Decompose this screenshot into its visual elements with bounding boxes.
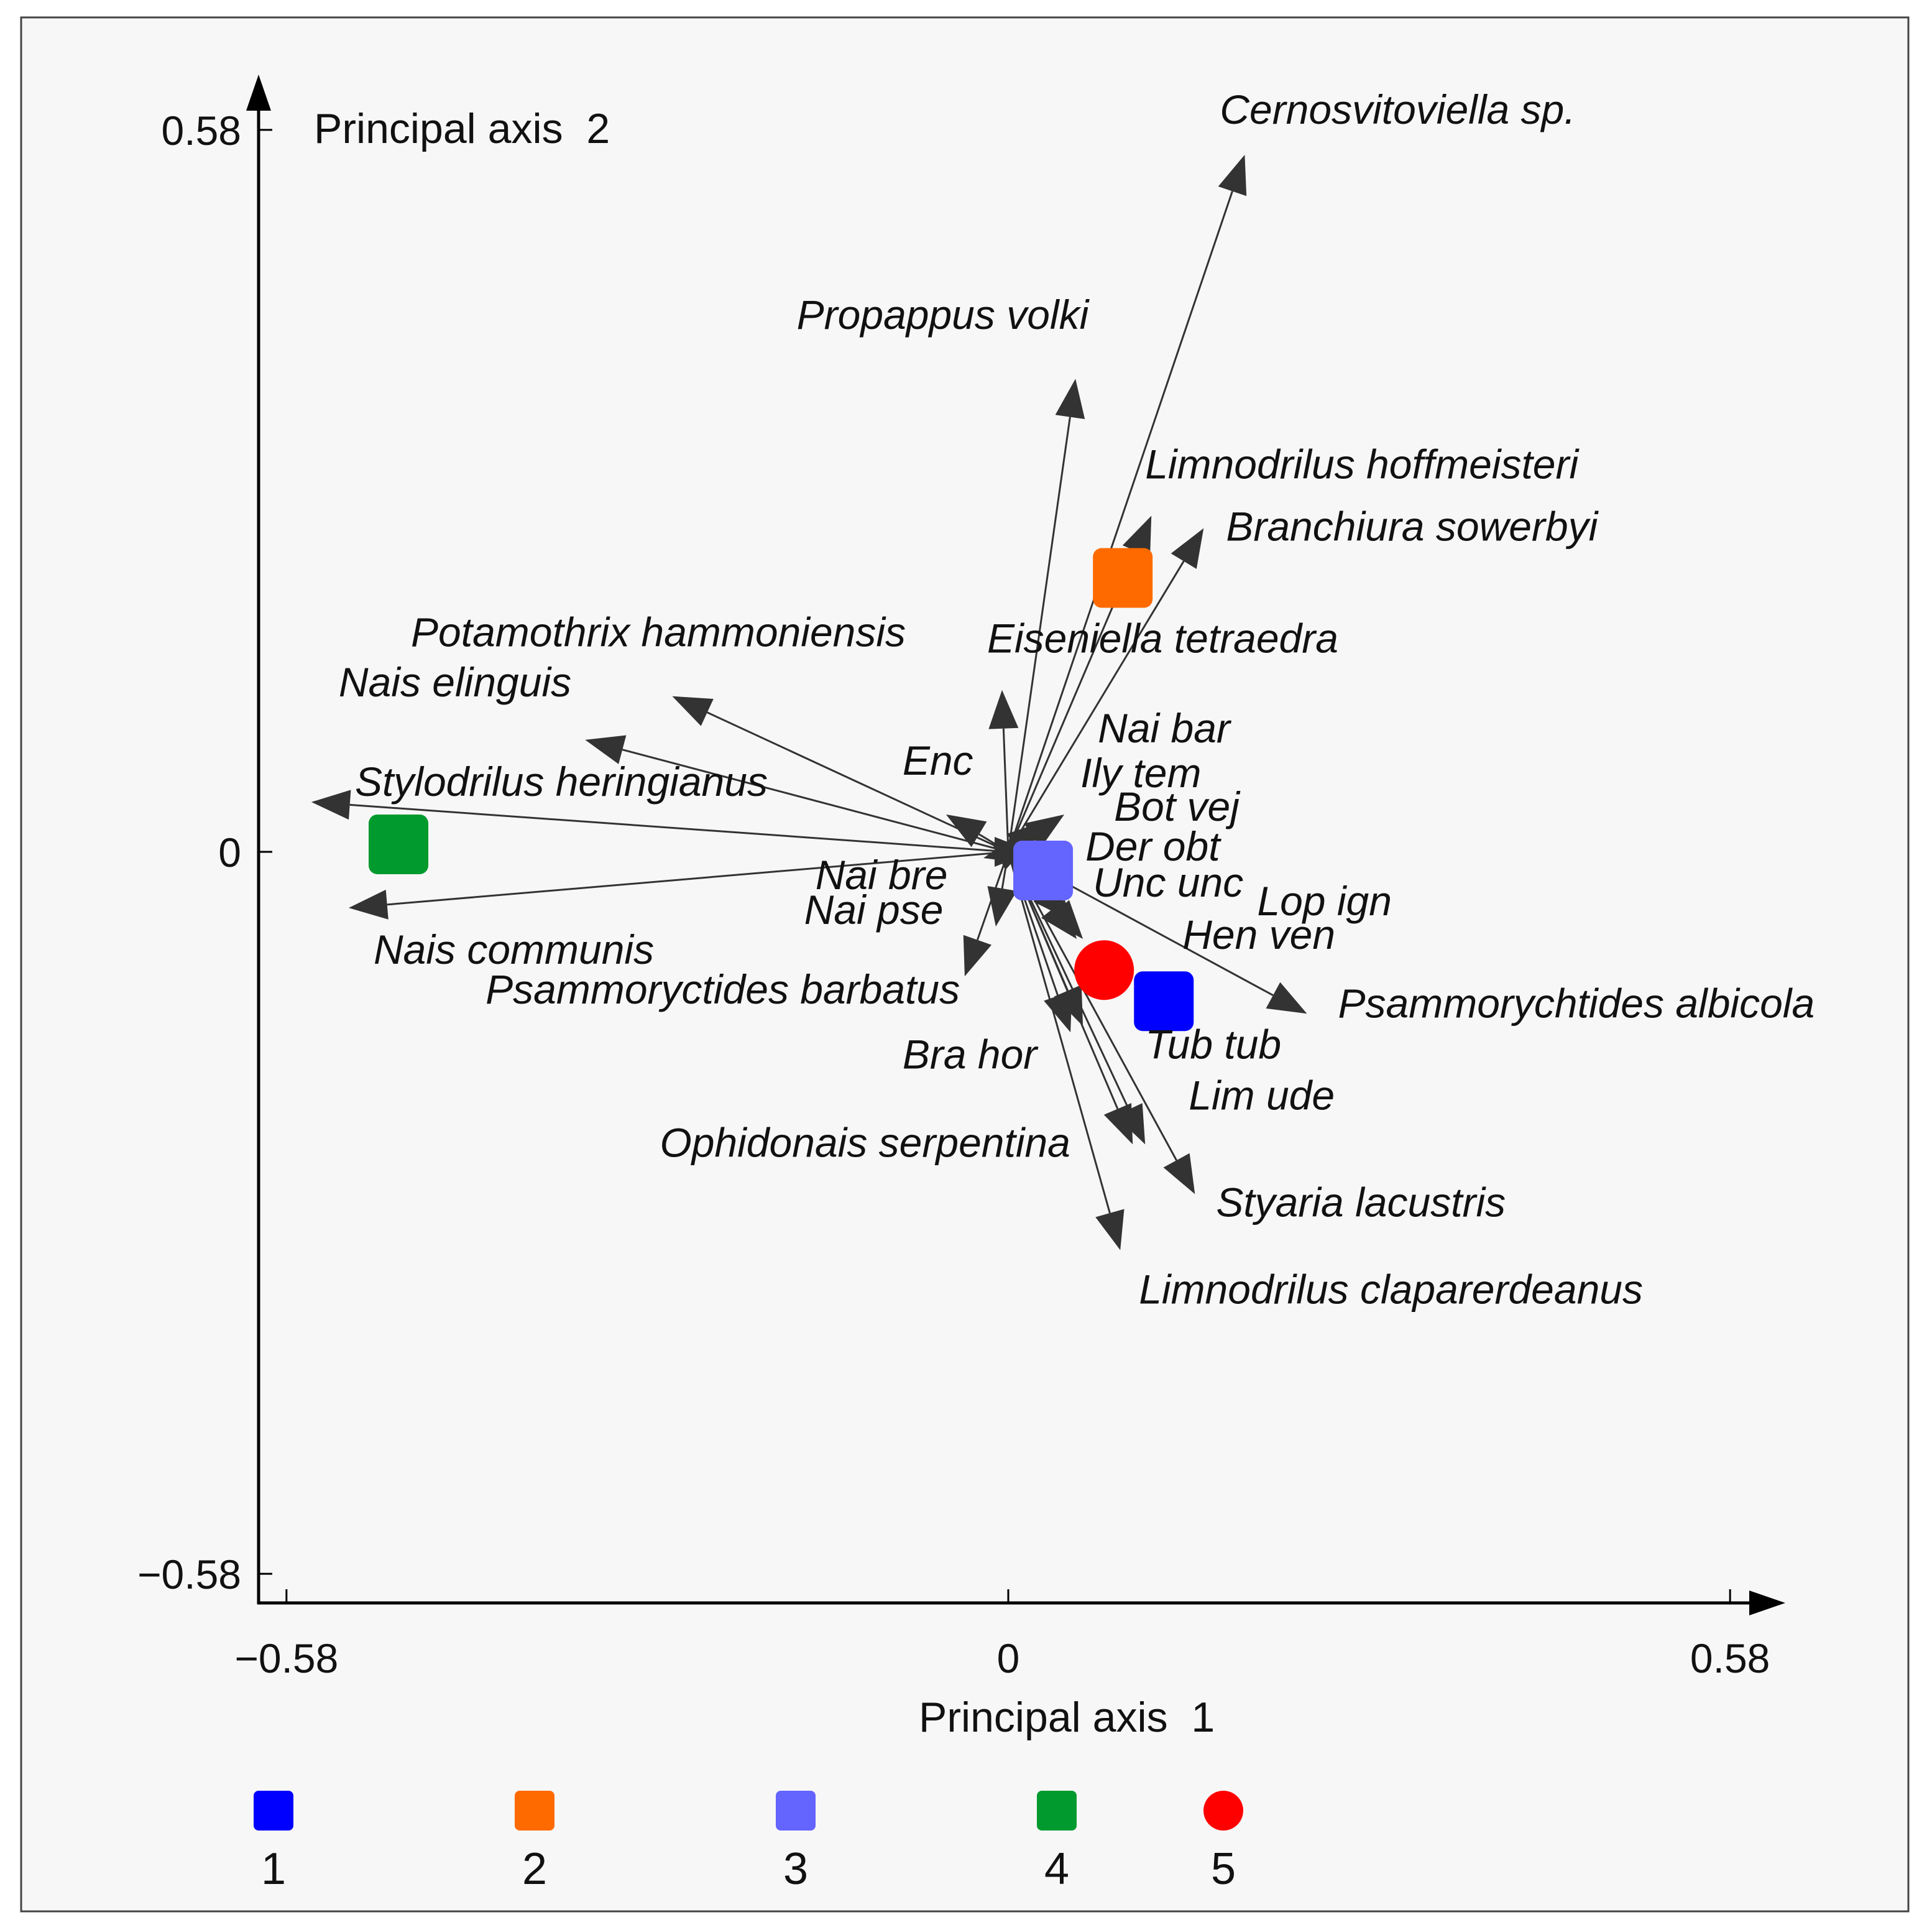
- species-label: Eiseniella tetraedra: [987, 616, 1338, 662]
- species-label: Cernosvitoviella sp.: [1220, 86, 1575, 132]
- species-vector-arrowhead: [1024, 814, 1065, 849]
- group-3-marker: [1013, 841, 1074, 901]
- legend-4-swatch: [1037, 1791, 1077, 1831]
- species-label: Ophidonais serpentina: [660, 1119, 1070, 1165]
- species-vector-arrowhead: [988, 690, 1019, 729]
- species-label: Propappus volki: [797, 292, 1090, 338]
- species-label: Stylodrilus heringianus: [355, 759, 768, 805]
- species-vector-arrowhead: [348, 889, 389, 920]
- species-vector-arrowhead: [1055, 379, 1085, 419]
- species-vector-line: [387, 851, 1009, 906]
- axis-ticks: −0.58 0 0.58 0.58 0 −0.58: [137, 108, 1770, 1681]
- species-vector-arrowhead: [1266, 982, 1307, 1014]
- legend-2-label: 2: [522, 1844, 547, 1894]
- species-vector-arrowhead: [1218, 154, 1247, 196]
- legend: 1 2 3 4 5: [254, 1791, 1243, 1894]
- species-label: Bra hor: [903, 1031, 1039, 1077]
- group-1-marker: [1134, 971, 1194, 1032]
- species-label: Tub tub: [1145, 1021, 1281, 1067]
- legend-3-label: 3: [783, 1844, 808, 1894]
- species-vector-arrowhead: [945, 814, 987, 847]
- species-vector-arrowhead: [1163, 1153, 1195, 1194]
- species-vector-arrowhead: [1122, 515, 1152, 557]
- species-label: Bot vej: [1114, 783, 1241, 829]
- species-vector-line: [622, 749, 1009, 853]
- species-vector-line: [1001, 851, 1010, 889]
- species-label: Der obt: [1085, 823, 1221, 869]
- species-vector-arrowhead: [1006, 820, 1046, 857]
- species-label: Limnodrilus claparerdeanus: [1139, 1267, 1643, 1313]
- axes: [246, 75, 1785, 1615]
- species-label-layer: Cernosvitoviella sp. Propappus volki Limno…: [339, 86, 1815, 1313]
- y-tick-label: 0: [218, 829, 241, 875]
- group-2-marker: [1093, 548, 1153, 608]
- species-label: Potamothrix hammoniensis: [411, 609, 906, 655]
- species-vector-line: [349, 803, 1009, 853]
- species-label: Hen ven: [1182, 912, 1335, 958]
- legend-1-swatch: [254, 1791, 293, 1831]
- species-label: Psammoryctides barbatus: [485, 966, 960, 1012]
- species-vector-arrowhead: [585, 735, 627, 764]
- species-vector-line: [1007, 560, 1185, 852]
- species-label: Lim ude: [1189, 1072, 1335, 1118]
- species-vector-arrowhead: [311, 790, 351, 820]
- x-axis-title: Principal axis 1: [919, 1694, 1215, 1741]
- y-tick-label: 0.58: [162, 108, 241, 154]
- legend-1-label: 1: [261, 1844, 286, 1894]
- y-tick-label: −0.58: [137, 1551, 241, 1597]
- species-vector-arrowhead: [1171, 528, 1204, 569]
- species-label: Nai bar: [1098, 705, 1232, 751]
- group-4-marker: [369, 814, 429, 874]
- legend-5-label: 5: [1211, 1844, 1236, 1894]
- species-vector-line: [1007, 191, 1233, 852]
- y-axis-arrowhead: [246, 75, 271, 111]
- group-5-marker: [1074, 940, 1134, 1000]
- species-vector-line: [976, 851, 1010, 941]
- arrow-layer: [311, 154, 1307, 1250]
- species-label: Ily tem: [1080, 750, 1201, 796]
- species-vector-arrowhead: [672, 696, 714, 726]
- species-vector-arrowhead: [1115, 1103, 1146, 1145]
- species-label: Enc: [903, 737, 973, 783]
- x-tick-label: −0.58: [234, 1635, 338, 1681]
- legend-3-swatch: [776, 1791, 816, 1831]
- species-label: Limnodrilus hoffmeisteri: [1145, 441, 1580, 487]
- x-tick-label: 0.58: [1690, 1635, 1770, 1681]
- species-vector-line: [1002, 728, 1010, 852]
- species-vector-arrowhead: [1041, 899, 1077, 940]
- species-vector-arrowhead: [963, 935, 992, 977]
- species-label: Nai pse: [804, 887, 944, 933]
- species-label: Lop ign: [1257, 878, 1392, 924]
- x-tick-label: 0: [997, 1635, 1020, 1681]
- species-vector-line: [1007, 417, 1071, 852]
- species-vector-arrowhead: [987, 886, 1017, 927]
- species-label: Unc unc: [1093, 859, 1243, 905]
- species-label: Nai bre: [816, 852, 948, 898]
- group-marker-layer: [369, 548, 1194, 1032]
- x-axis-arrowhead: [1749, 1591, 1785, 1615]
- legend-4-label: 4: [1044, 1844, 1069, 1894]
- species-label: Branchiura sowerbyi: [1226, 504, 1599, 550]
- species-vector-arrowhead: [1095, 1209, 1125, 1250]
- species-vector-line: [1007, 851, 1177, 1161]
- species-label: Psammorychtides albicola: [1338, 980, 1815, 1026]
- legend-5-swatch: [1203, 1791, 1243, 1831]
- species-label: Styaria lacustris: [1216, 1180, 1506, 1226]
- legend-2-swatch: [515, 1791, 554, 1831]
- y-axis-title: Principal axis 2: [314, 105, 610, 152]
- species-label: Nais communis: [374, 926, 654, 972]
- species-label: Nais elinguis: [339, 659, 571, 705]
- species-vector-line: [1007, 851, 1111, 1214]
